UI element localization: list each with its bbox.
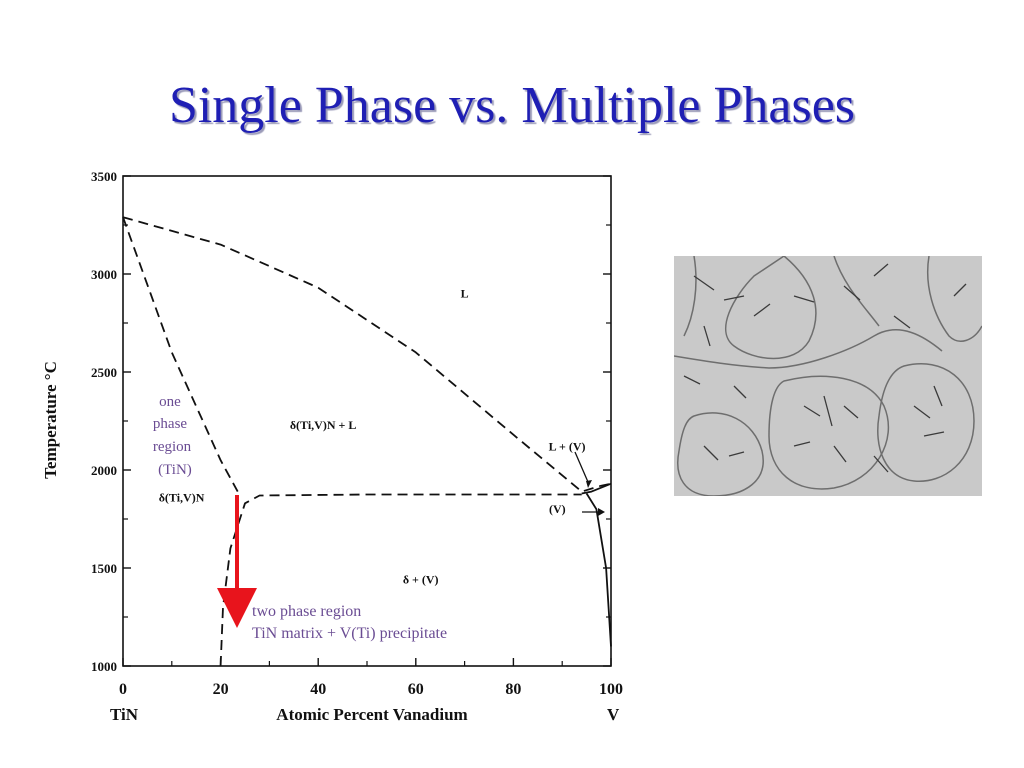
region-label: L + (V) bbox=[549, 439, 586, 453]
two-phase-line-2: TiN matrix + V(Ti) precipitate bbox=[252, 625, 447, 642]
x-endpoint-left-label: TiN bbox=[110, 705, 139, 724]
axis-ticks: 0 20 40 60 80 100 1000 1500 2000 2500 3000 3500 bbox=[91, 169, 623, 698]
one-phase-line-4: (TiN) bbox=[158, 462, 192, 478]
v-phase-pointer-head bbox=[598, 508, 605, 516]
phase-boundary-1 bbox=[122, 216, 612, 493]
plot-frame bbox=[122, 175, 612, 667]
x-tick-label: 60 bbox=[408, 681, 424, 698]
phase-boundary-2 bbox=[122, 216, 239, 493]
y-axis-label: Temperature °C bbox=[41, 361, 60, 479]
two-phase-line-1: two phase region bbox=[252, 603, 361, 620]
slide-title: Single Phase vs. Multiple Phases bbox=[168, 77, 856, 134]
y-tick-label: 3500 bbox=[91, 169, 117, 184]
l-plus-v-pointer-head bbox=[586, 480, 592, 488]
region-label: L bbox=[461, 287, 469, 301]
region-label: δ(Ti,V)N + L bbox=[290, 418, 357, 432]
x-axis-label: Atomic Percent Vanadium bbox=[276, 705, 467, 724]
plot-border bbox=[122, 175, 612, 667]
one-phase-line-2: phase bbox=[153, 416, 187, 432]
x-tick-label: 100 bbox=[599, 681, 623, 698]
one-phase-line-3: region bbox=[153, 439, 192, 455]
y-tick-label: 3000 bbox=[91, 267, 117, 282]
l-plus-v-pointer bbox=[574, 451, 589, 483]
x-tick-label: 0 bbox=[119, 681, 127, 698]
region-label: (V) bbox=[549, 502, 566, 516]
y-tick-label: 1500 bbox=[91, 561, 117, 576]
x-tick-label: 40 bbox=[310, 681, 326, 698]
one-phase-line-1: one bbox=[159, 394, 181, 410]
region-label: δ + (V) bbox=[403, 573, 439, 587]
phase-boundary-5 bbox=[585, 493, 612, 647]
y-tick-label: 1000 bbox=[91, 659, 117, 674]
phase-boundaries bbox=[122, 216, 612, 667]
x-tick-label: 80 bbox=[505, 681, 521, 698]
y-tick-label: 2000 bbox=[91, 463, 117, 478]
x-tick-label: 20 bbox=[213, 681, 229, 698]
region-labels: Lδ(Ti,V)N + L L + (V) δ(Ti,V)N (V) δ + (V) bbox=[159, 287, 605, 587]
region-label: δ(Ti,V)N bbox=[159, 490, 205, 504]
x-endpoint-right-label: V bbox=[607, 705, 620, 724]
one-phase-annotation: one phase region (TiN) bbox=[153, 394, 192, 478]
y-tick-label: 2500 bbox=[91, 365, 117, 380]
phase-boundary-4 bbox=[581, 482, 612, 495]
micrograph-image bbox=[674, 256, 982, 496]
two-phase-annotation: two phase region TiN matrix + V(Ti) prec… bbox=[252, 603, 447, 642]
